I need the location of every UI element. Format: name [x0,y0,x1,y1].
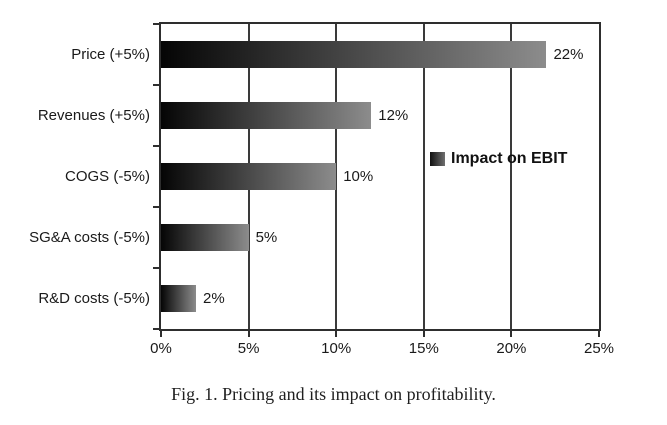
bar-value-label: 12% [378,107,409,124]
bar [161,41,547,68]
x-axis-tick [510,331,513,337]
plot-area: 22% 12% 10% 5% 2% [159,22,601,331]
bar-value-label: 5% [255,229,278,246]
bar-value-label: 10% [343,168,374,185]
bar-value-label: 22% [553,46,584,63]
category-label: COGS (-5%) [64,168,150,185]
gridline [422,24,425,329]
category-axis: Price (+5%) Revenues (+5%) COGS (-5%) SG&A … [0,22,150,331]
category-label: SG&A costs (-5%) [29,229,150,246]
bar-value-label: 2% [203,290,225,307]
legend: Impact on EBIT [430,150,567,168]
x-axis-tick-label: 0% [150,340,172,357]
bar [161,163,337,190]
x-axis-tick [160,331,162,337]
x-axis-tick-label: 15% [408,340,439,357]
x-axis-tick [247,331,250,337]
gridline [335,24,338,329]
x-axis-tick [598,331,600,337]
y-axis-tick [153,267,159,269]
y-axis-tick [153,145,159,147]
legend-marker-icon [430,152,445,166]
category-label: Revenues (+5%) [37,107,150,124]
bar [161,224,249,251]
category-label: Price (+5%) [71,46,150,63]
x-axis-tick [335,331,338,337]
figure-caption: Fig. 1. Pricing and its impact on profit… [171,384,496,404]
y-axis-tick [153,84,159,86]
bar [161,285,197,312]
category-label: R&D costs (-5%) [38,290,150,307]
y-axis-tick [153,206,159,208]
x-axis-tick-label: 5% [237,340,260,357]
x-axis-tick [422,331,425,337]
gridline [510,24,513,329]
bar [161,102,372,129]
x-axis-tick-label: 20% [496,340,527,357]
x-axis-tick-label: 10% [321,340,352,357]
x-axis-tick-label: 25% [583,340,615,357]
legend-label: Impact on EBIT [451,150,568,167]
y-axis-tick [153,23,159,25]
y-axis-tick [153,328,159,330]
